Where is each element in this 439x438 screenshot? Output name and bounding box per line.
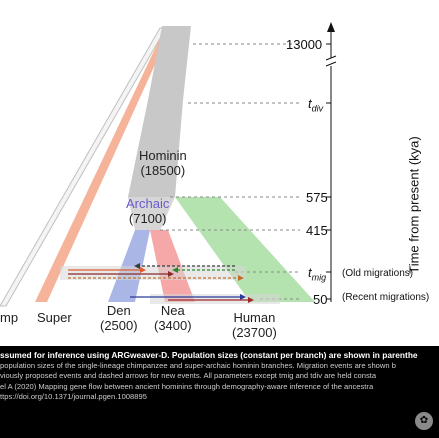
tick-label-575: 575 [306, 190, 328, 205]
nea-size: (3400) [154, 318, 192, 333]
watermark-logo-icon: ✿ [415, 412, 433, 430]
den-name: Den [106, 303, 131, 318]
archaic-size: (7100) [128, 211, 167, 226]
axis-arrowhead [327, 22, 335, 32]
tick-label-tmig: tmig [308, 265, 327, 283]
tdiv-subscript: div [311, 103, 324, 114]
demography-diagram: Hominin (18500) Archaic (7100) Den (2500… [0, 22, 430, 340]
caption-line-2: population sizes of the single-lineage c… [0, 360, 396, 370]
den-size: (2500) [100, 318, 138, 333]
recent-migration-band [150, 294, 280, 304]
human-label: Human (23700) [232, 310, 277, 340]
archaic-branch [128, 197, 175, 230]
archaic-name: Archaic [126, 196, 170, 211]
tmig-subscript: mig [311, 272, 327, 283]
den-label: Den (2500) [100, 303, 138, 333]
hominin-size: (18500) [140, 163, 186, 178]
tick-label-13000: 13000 [286, 37, 323, 52]
caption-line-5: ttps://doi.org/10.1371/journal.pgen.1008… [0, 392, 147, 402]
tick-label-50: 50 [313, 292, 328, 307]
old-migrations-note: (Old migrations) [342, 268, 414, 279]
recent-migration-arrows [130, 294, 254, 303]
tick-label-415: 415 [306, 223, 328, 238]
human-name: Human [233, 310, 276, 325]
human-branch [175, 197, 315, 302]
time-axis [325, 22, 337, 302]
super-label: Super [37, 310, 72, 325]
figure-caption: ssumed for inference using ARGweaver-D. … [0, 346, 439, 438]
hominin-name: Hominin [139, 148, 187, 163]
super-branch [35, 36, 168, 302]
diagram-canvas [0, 22, 337, 307]
caption-line-3: viously proposed events and dashed arrow… [0, 371, 377, 381]
caption-line-1: ssumed for inference using ARGweaver-D. … [0, 350, 418, 360]
tick-label-tdiv: tdiv [308, 96, 324, 114]
recent-migrations-note: (Recent migrations) [342, 292, 430, 303]
nea-label: Nea (3400) [154, 303, 192, 333]
caption-line-4: el A (2020) Mapping gene flow between an… [0, 381, 374, 391]
time-axis-title: Time from present (kya) [406, 136, 422, 274]
nea-name: Nea [160, 303, 185, 318]
hominin-label: Hominin (18500) [139, 148, 187, 178]
human-size: (23700) [232, 325, 277, 340]
archaic-label: Archaic (7100) [126, 196, 169, 226]
old-migration-arrows [68, 263, 244, 281]
hominin-branch [128, 26, 191, 197]
axis-break [325, 55, 337, 67]
chimp-label: mp [0, 310, 19, 325]
old-migration-band [60, 266, 245, 280]
